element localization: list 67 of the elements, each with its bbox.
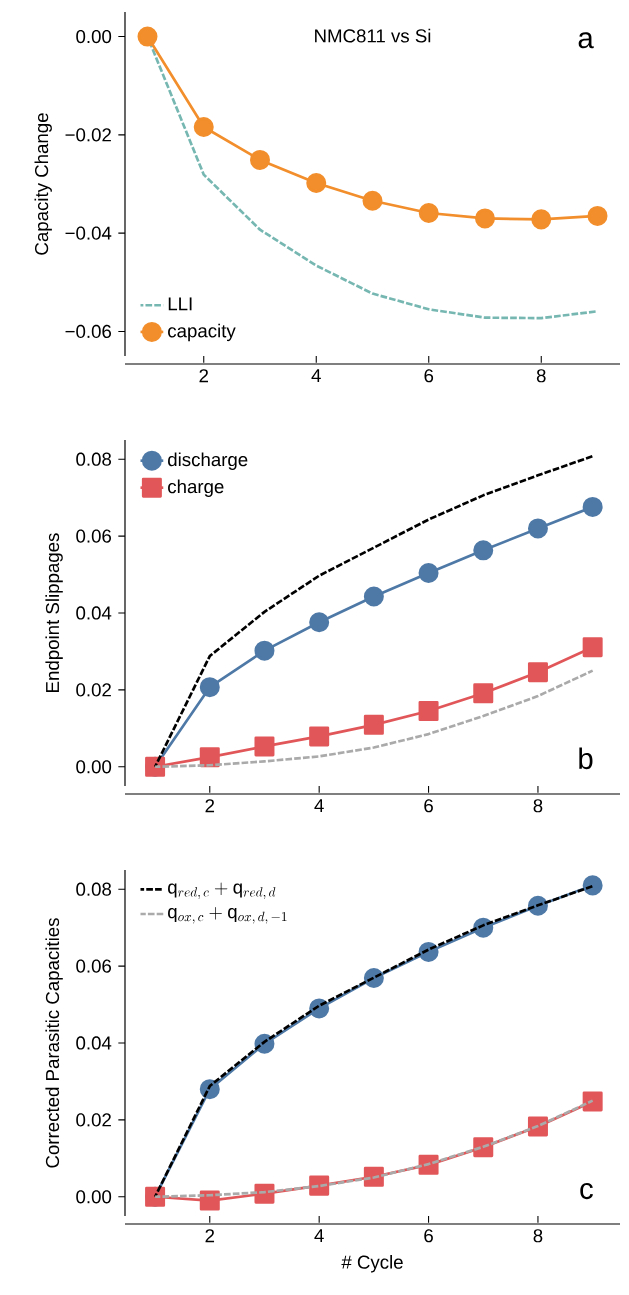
y-tick-label: 0.02 xyxy=(76,683,111,697)
point xyxy=(363,714,384,735)
y-tick-label: −0.04 xyxy=(65,226,112,240)
point xyxy=(473,683,494,704)
text: NMC811 vs Si xyxy=(315,28,431,43)
x-tick-label: 4 xyxy=(314,799,324,812)
y-tick-label: 0.00 xyxy=(76,760,112,774)
y-tick-label: 0.06 xyxy=(76,529,112,543)
x-tick-label: 2 xyxy=(199,369,209,383)
y-tick-label: 0.06 xyxy=(76,959,112,973)
legend-label: $\mathrm{q}_{red,\,c} + \mathrm{q}_{red,\,d}$ xyxy=(168,882,276,900)
point xyxy=(309,612,330,633)
point xyxy=(531,209,552,230)
annotation: c xyxy=(580,1183,593,1200)
y-axis-title: Corrected Parasitic Capacities xyxy=(45,918,63,1168)
point xyxy=(199,677,220,698)
y-tick-label: 0.02 xyxy=(76,1113,111,1127)
y-tick-label: −0.06 xyxy=(65,324,112,339)
point xyxy=(527,518,548,539)
x-tick-label: 8 xyxy=(533,1229,543,1243)
x-axis-title: # Cycle xyxy=(341,1255,403,1273)
annotation: b xyxy=(579,747,593,770)
point xyxy=(418,202,439,223)
y-tick-label: 0.04 xyxy=(76,1036,112,1050)
point xyxy=(363,586,384,607)
point xyxy=(254,640,275,661)
point xyxy=(582,496,603,517)
y-tick-label: 0.04 xyxy=(76,606,112,620)
y-tick-label: 0.08 xyxy=(76,452,112,466)
point xyxy=(418,563,439,584)
y-tick-label: 0.00 xyxy=(76,29,112,44)
x-tick-label: 8 xyxy=(536,369,546,383)
point xyxy=(306,173,327,194)
x-tick-label: 6 xyxy=(424,799,433,813)
x-tick-label: 2 xyxy=(205,1229,215,1243)
point xyxy=(199,747,220,768)
y-tick-label: −0.02 xyxy=(65,128,111,142)
point xyxy=(418,701,439,722)
point xyxy=(582,875,603,896)
point xyxy=(473,540,494,561)
point xyxy=(193,116,214,137)
point xyxy=(527,662,548,683)
y-axis-title: Capacity Change xyxy=(34,113,52,255)
x-tick-label: 6 xyxy=(424,1229,433,1243)
annotation: a xyxy=(578,32,594,49)
legend-label: charge xyxy=(168,479,224,497)
point xyxy=(582,1091,603,1112)
point xyxy=(249,149,271,170)
point xyxy=(587,205,608,226)
x-tick-label: 6 xyxy=(424,369,434,383)
y-tick-label: 0.00 xyxy=(76,1190,112,1204)
legend-label: discharge xyxy=(168,452,248,470)
y-tick-label: 0.08 xyxy=(76,882,112,896)
legend-label: capacity xyxy=(168,323,236,342)
x-tick-label: 8 xyxy=(533,799,543,813)
point xyxy=(309,726,330,747)
y-axis-title: Endpoint Slippages xyxy=(45,533,63,692)
point xyxy=(474,208,496,229)
point xyxy=(137,26,158,47)
point xyxy=(362,190,383,211)
legend-label: LLI xyxy=(168,297,192,311)
x-tick-label: 4 xyxy=(314,1229,324,1242)
point xyxy=(254,736,275,757)
legend-label: $\mathrm{q}_{ox,\,c} + \mathrm{q}_{ox,\,d,\,-1}$ xyxy=(168,907,287,924)
x-tick-label: 4 xyxy=(311,369,321,382)
x-tick-label: 2 xyxy=(205,799,215,813)
point xyxy=(582,637,603,658)
